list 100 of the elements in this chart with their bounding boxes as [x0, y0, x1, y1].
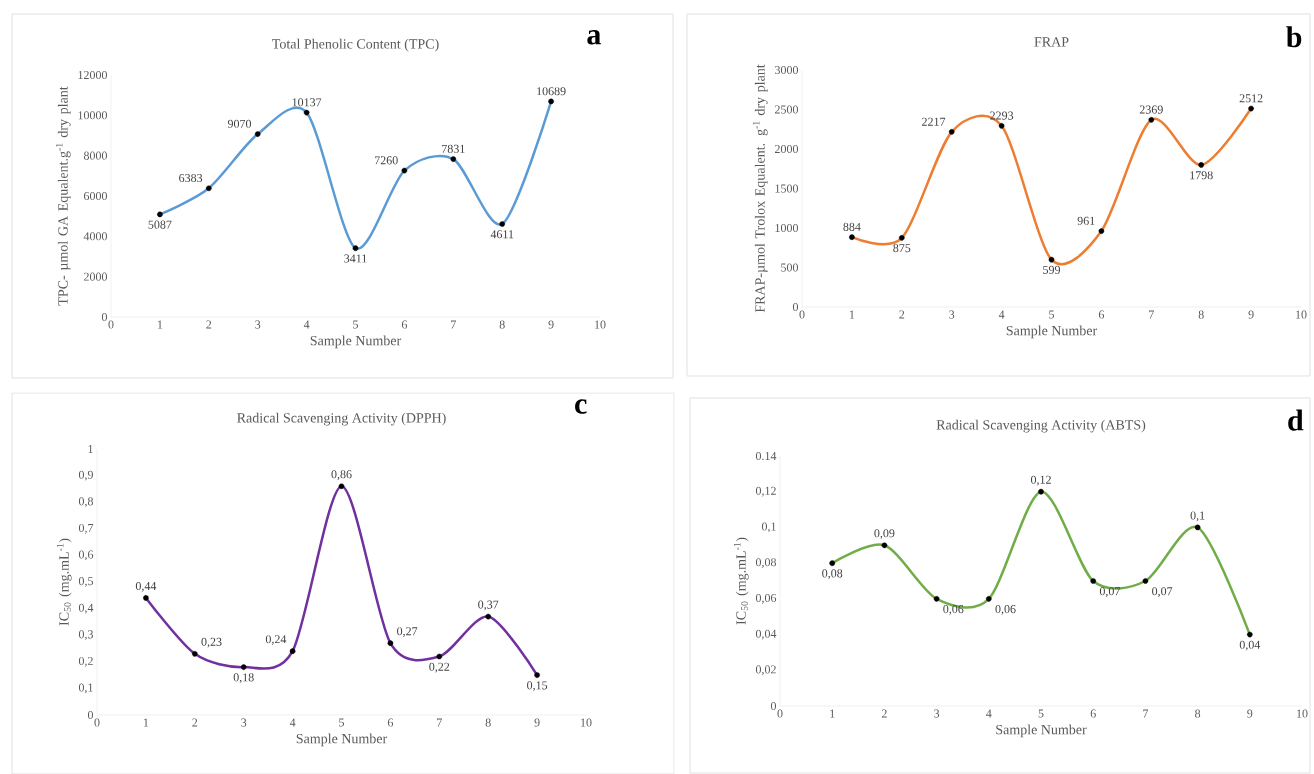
y-axis-title: IC$_{50}$ (mg.mL$^{-1}$): [733, 537, 749, 625]
x-axis-title: Sample Number: [996, 724, 1087, 738]
y-tick-label: 4000: [83, 232, 108, 241]
data-label: 4611: [490, 230, 514, 239]
x-tick-label: 3: [255, 320, 261, 329]
x-tick-label: 10: [1296, 310, 1307, 319]
data-label: 599: [1043, 265, 1061, 274]
data-label: 0,24: [265, 635, 287, 645]
x-tick-label: 2: [206, 320, 212, 329]
x-tick-label: 8: [1195, 709, 1201, 718]
y-tick-label: 1: [88, 445, 93, 453]
x-tick-label: 9: [1247, 709, 1253, 718]
y-tick-label: 8000: [83, 151, 108, 160]
data-label: 7260: [374, 156, 398, 165]
x-tick-label: 2: [192, 718, 198, 727]
x-tick-label: 8: [485, 718, 491, 727]
y-tick-label: 0,04: [755, 629, 777, 640]
data-label: 0,07: [1152, 587, 1173, 598]
x-tick-label: 5: [1038, 709, 1044, 718]
x-tick-label: 10: [581, 718, 592, 727]
x-tick-label: 3: [949, 310, 955, 319]
x-tick-label: 6: [387, 718, 394, 727]
x-tick-label: 3: [241, 718, 247, 727]
x-tick-label: 9: [534, 718, 540, 727]
y-tick-label: 0,1: [761, 522, 776, 533]
data-label: 7831: [442, 144, 465, 153]
x-tick-label: 10: [1297, 709, 1308, 718]
x-tick-label: 8: [1198, 310, 1204, 319]
x-tick-label: 5: [339, 718, 345, 727]
x-tick-label: 10: [595, 320, 606, 329]
x-tick-label: 2: [899, 310, 905, 319]
y-tick-label: 0,08: [755, 558, 777, 569]
data-label: 10137: [292, 98, 322, 107]
data-label: 0,27: [397, 627, 418, 637]
y-tick-label: 0: [792, 302, 799, 312]
data-label: 0,12: [1030, 475, 1051, 486]
text: c: [575, 399, 587, 414]
x-tick-label: 4: [986, 709, 992, 718]
data-label: 0,07: [1099, 587, 1121, 598]
data-label: 0,06: [995, 605, 1016, 615]
y-tick-label: 0,3: [78, 630, 94, 641]
y-tick-label: 0,02: [755, 665, 776, 676]
y-tick-label: 2500: [775, 105, 799, 114]
chart-title: Radical Scavenging Activity (DPPH): [237, 412, 446, 426]
data-label: 0,22: [429, 662, 450, 673]
x-tick-label: 3: [934, 709, 940, 718]
data-label: 875: [893, 244, 911, 253]
x-axis-title: Sample Number: [1006, 325, 1098, 339]
chart-title: Total Phenolic Content (TPC): [272, 38, 439, 52]
x-tick-label: 9: [1248, 310, 1254, 319]
x-axis-title: Sample Number: [310, 335, 402, 349]
text: d: [1288, 409, 1304, 431]
y-tick-label: 3000: [775, 65, 799, 75]
y-axis-title: IC$_{50}$ (mg.mL$^{-1}$): [56, 538, 72, 626]
data-label: 1798: [1190, 171, 1213, 180]
x-tick-label: 6: [1090, 709, 1096, 718]
data-label: 961: [1077, 216, 1095, 225]
y-tick-label: 0,12: [755, 486, 776, 497]
x-tick-label: 5: [1049, 310, 1055, 319]
data-label: 0,04: [1239, 640, 1261, 651]
y-tick-label: 1000: [775, 223, 799, 233]
data-label: 9070: [227, 119, 252, 128]
x-tick-label: 1: [830, 709, 835, 718]
data-label: 2369: [1139, 105, 1163, 114]
y-tick-label: 2000: [84, 272, 108, 281]
data-label: 2512: [1239, 94, 1263, 103]
x-tick-label: 5: [353, 320, 359, 329]
data-label: 2293: [990, 111, 1014, 120]
y-tick-label: 0,06: [755, 593, 777, 604]
y-axis-title: TPC- µmol GA Equalent.g$^{-1}$ dry plant: [55, 86, 71, 306]
x-tick-label: 1: [157, 320, 163, 329]
data-label: 0,08: [822, 569, 843, 580]
y-tick-label: 500: [781, 263, 799, 272]
x-tick-label: 1: [849, 310, 855, 319]
y-tick-label: 10000: [78, 111, 108, 120]
y-tick-label: 0,6: [78, 550, 94, 561]
data-label: 0,44: [135, 581, 157, 592]
x-tick-label: 7: [451, 320, 456, 329]
x-tick-label: 4: [303, 320, 310, 329]
data-label: 0,37: [478, 600, 499, 611]
y-tick-label: 0,4: [78, 603, 94, 614]
x-tick-label: 4: [998, 310, 1005, 319]
data-label: 0,09: [874, 529, 895, 540]
y-tick-label: 0,5: [78, 577, 94, 587]
x-tick-label: 7: [1143, 709, 1149, 718]
data-label: 0,23: [201, 637, 222, 648]
x-tick-label: 7: [437, 718, 442, 727]
x-axis-title: Sample Number: [296, 733, 388, 747]
data-label: 884: [843, 222, 861, 231]
data-label: 0,1: [1190, 511, 1205, 522]
x-tick-label: 8: [499, 320, 505, 329]
y-tick-label: 0,1: [78, 683, 93, 694]
text: a: [587, 30, 601, 45]
y-tick-label: 1500: [775, 184, 799, 193]
x-tick-label: 2: [881, 709, 887, 718]
text: b: [1286, 26, 1302, 48]
y-tick-label: 0: [770, 701, 777, 711]
data-label: 0,86: [331, 470, 352, 481]
chart-title: Radical Scavenging Activity (ABTS): [936, 419, 1146, 433]
y-tick-label: 12000: [78, 70, 108, 80]
